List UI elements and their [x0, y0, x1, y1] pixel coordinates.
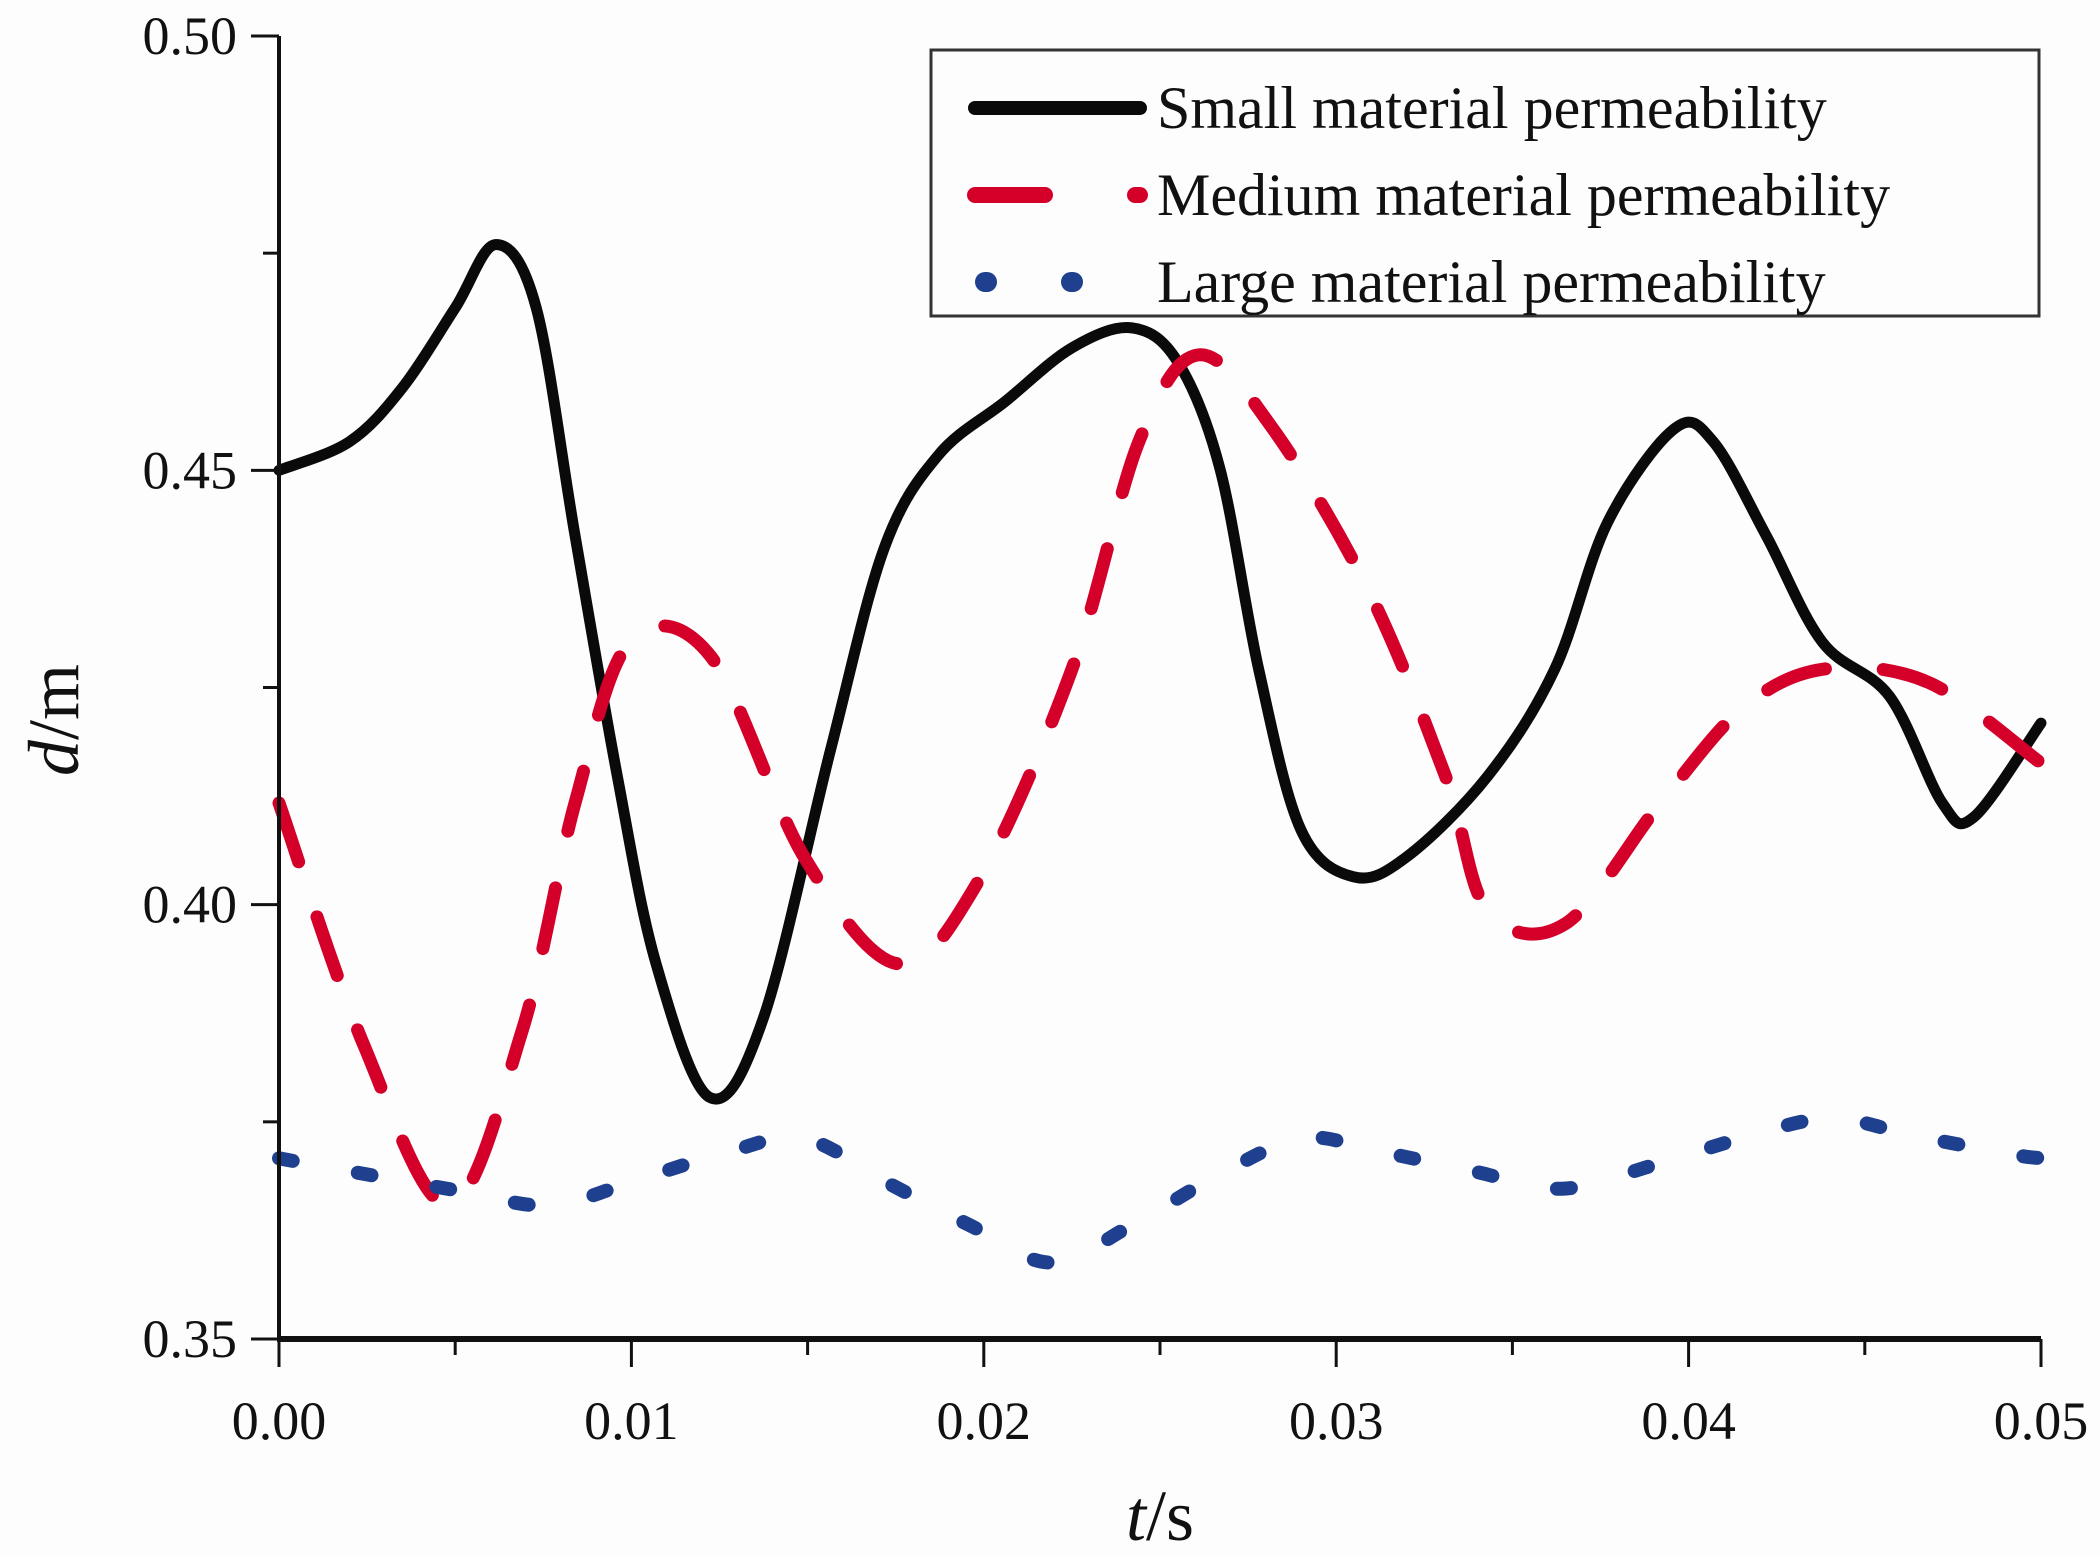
- series-line-dot: [272, 1111, 2048, 1270]
- x-tick-label: 0.05: [1994, 1391, 2089, 1451]
- legend-box: [929, 48, 2041, 318]
- legend-item: Medium material permeability: [967, 162, 1890, 228]
- legend-item: Small material permeability: [968, 75, 1827, 141]
- x-tick-label: 0.04: [1641, 1391, 1736, 1451]
- legend-label: Medium material permeability: [1157, 162, 1890, 228]
- series-line-solid: [273, 238, 2047, 1105]
- series-layer: [272, 238, 2048, 1270]
- x-tick-label: 0.03: [1289, 1391, 1384, 1451]
- y-tick-label: 0.45: [143, 440, 238, 500]
- y-tick-label: 0.35: [143, 1309, 238, 1369]
- x-tick-label: 0.00: [232, 1391, 327, 1451]
- series-line-dash: [272, 348, 2048, 1212]
- axes: 0.00 0.01 0.02 0.03 0.04 0.05 0.35 0.40 0.45 0.50: [143, 6, 2089, 1451]
- x-axis-title: t/s: [1126, 1476, 1194, 1556]
- legend-label: Small material permeability: [1157, 75, 1827, 141]
- legend-label: Large material permeability: [1157, 249, 1826, 315]
- x-tick-label: 0.01: [584, 1391, 679, 1451]
- y-axis-title: d/m: [14, 664, 94, 776]
- y-tick-label: 0.40: [143, 875, 238, 935]
- x-tick-label: 0.02: [937, 1391, 1032, 1451]
- legend-item: Large material permeability: [975, 249, 1826, 315]
- y-tick-label: 0.50: [143, 6, 238, 66]
- legend: Small material permeability Medium materi…: [929, 48, 2041, 318]
